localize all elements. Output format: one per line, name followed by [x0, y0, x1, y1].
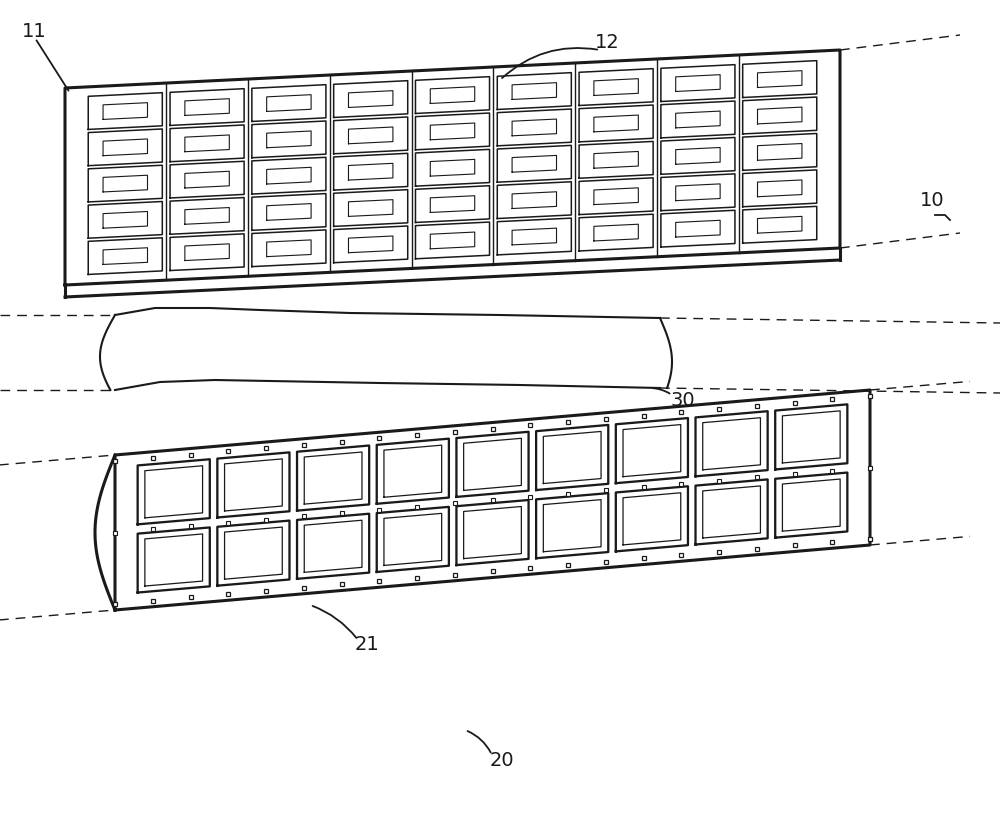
Text: 30: 30: [670, 390, 695, 409]
Text: 12: 12: [595, 33, 620, 51]
Text: 10: 10: [920, 190, 945, 210]
Text: 21: 21: [355, 635, 380, 654]
Text: 11: 11: [22, 22, 47, 41]
Text: 20: 20: [490, 751, 515, 769]
